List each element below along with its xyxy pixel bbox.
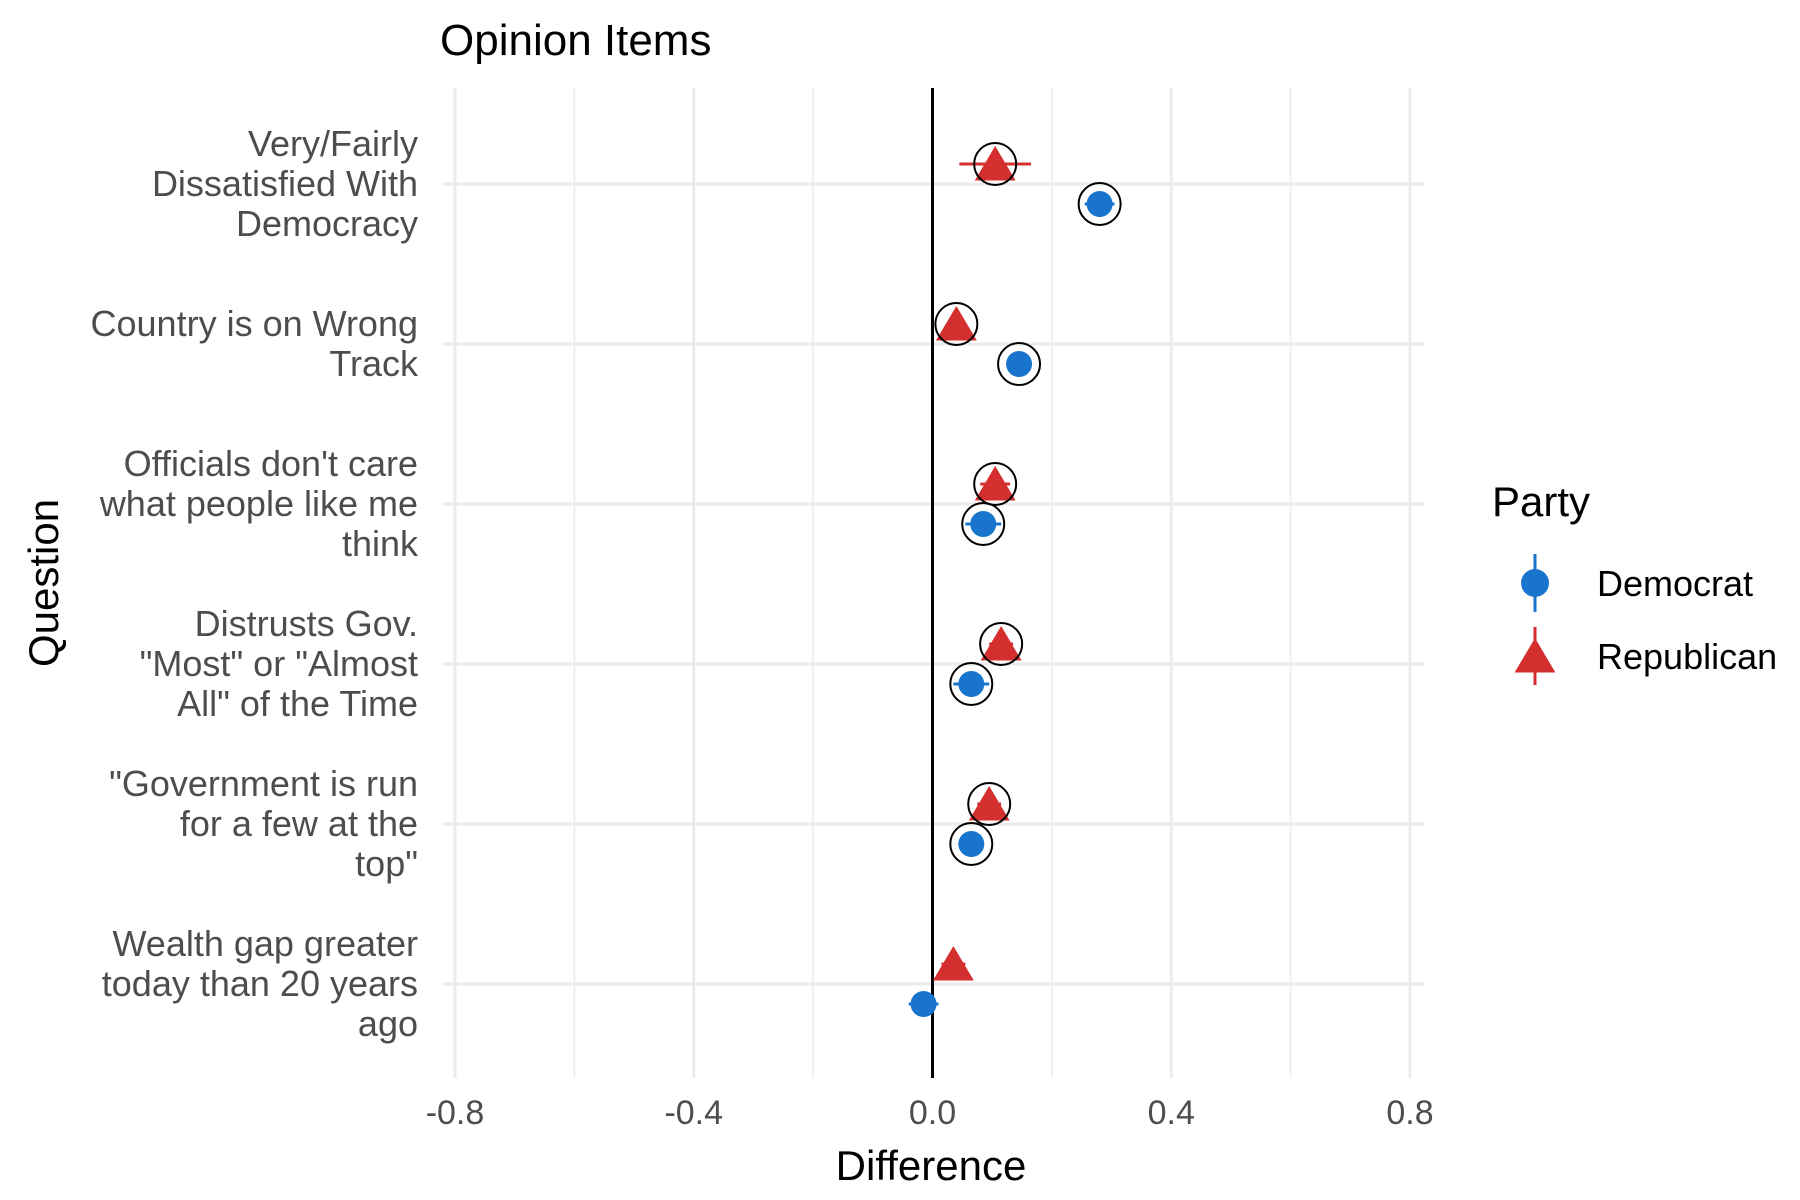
- highlight-ring: [949, 822, 994, 866]
- legend: Party Democrat Republican: [1492, 478, 1777, 685]
- x-axis-title: Difference: [836, 1142, 1027, 1189]
- y-tick-label-line: think: [342, 523, 419, 564]
- highlight-ring: [1077, 182, 1122, 226]
- republican-point: [932, 945, 974, 981]
- highlight-ring: [949, 662, 994, 706]
- y-tick-label: Very/Fairly Dissatisfied With Democracy: [152, 123, 418, 244]
- y-axis-title: Question: [20, 499, 67, 667]
- democrat-point: [1086, 191, 1113, 217]
- legend-items: Democrat Republican: [1514, 554, 1777, 685]
- x-tick-label: 0.8: [1386, 1094, 1433, 1132]
- y-tick-label-line: Distrusts Gov.: [195, 603, 418, 644]
- x-tick-label: -0.4: [664, 1094, 723, 1132]
- y-tick-label: Officials don't care what people like me t…: [99, 443, 419, 564]
- chart-title: Opinion Items: [440, 16, 711, 65]
- democrat-point: [958, 671, 985, 697]
- y-tick-labels: Very/Fairly Dissatisfied With Democracy Cou…: [91, 123, 419, 1044]
- democrat-point: [910, 991, 937, 1017]
- y-tick-label-line: Dissatisfied With: [152, 163, 418, 204]
- y-tick-label-line: "Most" or "Almost: [140, 643, 418, 684]
- republican-point: [968, 785, 1010, 821]
- highlight-ring: [973, 142, 1018, 186]
- y-tick-label-line: for a few at the: [180, 803, 418, 844]
- x-tick-label: 0.4: [1148, 1094, 1195, 1132]
- y-tick-label-line: "Government is run: [109, 763, 418, 804]
- y-tick-label-line: Track: [329, 343, 419, 384]
- republican-point: [980, 625, 1022, 661]
- highlight-ring: [973, 462, 1018, 506]
- y-tick-label: Wealth gap greater today than 20 years ago: [102, 923, 418, 1044]
- data-marks: [908, 142, 1122, 1017]
- republican-point: [974, 145, 1016, 181]
- y-tick-label-line: ago: [358, 1003, 418, 1044]
- y-tick-label-line: Officials don't care: [124, 443, 418, 484]
- x-tick-labels: -0.8 -0.4 0.0 0.4 0.8: [426, 1094, 1434, 1132]
- legend-key-triangle: [1514, 637, 1556, 673]
- republican-point: [935, 305, 977, 341]
- y-tick-label: Distrusts Gov. "Most" or "Almost All" of t…: [140, 603, 418, 724]
- y-tick-label-line: Country is on Wrong: [91, 303, 418, 344]
- democrat-point: [970, 511, 997, 537]
- legend-label: Republican: [1597, 636, 1777, 677]
- grid: [443, 88, 1425, 1078]
- legend-title: Party: [1492, 478, 1590, 525]
- y-tick-label-line: Democracy: [236, 203, 418, 244]
- highlight-ring: [979, 622, 1024, 666]
- legend-key-circle: [1521, 569, 1549, 597]
- y-tick-label-line: Wealth gap greater: [112, 923, 418, 964]
- x-tick-label: -0.8: [426, 1094, 485, 1132]
- y-tick-label-line: All" of the Time: [177, 683, 418, 724]
- y-tick-label-line: Very/Fairly: [248, 123, 418, 164]
- y-tick-label-line: what people like me: [99, 483, 418, 524]
- x-tick-label: 0.0: [909, 1094, 956, 1132]
- highlight-ring: [934, 302, 979, 346]
- democrat-point: [958, 831, 985, 857]
- y-tick-label: Country is on Wrong Track: [91, 303, 419, 384]
- highlight-ring: [997, 342, 1042, 386]
- republican-point: [974, 465, 1016, 501]
- highlight-ring: [967, 782, 1012, 826]
- democrat-point: [1006, 351, 1033, 377]
- highlight-ring: [961, 502, 1006, 546]
- y-tick-label-line: today than 20 years: [102, 963, 418, 1004]
- y-tick-label: "Government is run for a few at the top": [109, 763, 418, 884]
- legend-label: Democrat: [1597, 563, 1753, 604]
- y-tick-label-line: top": [355, 843, 418, 884]
